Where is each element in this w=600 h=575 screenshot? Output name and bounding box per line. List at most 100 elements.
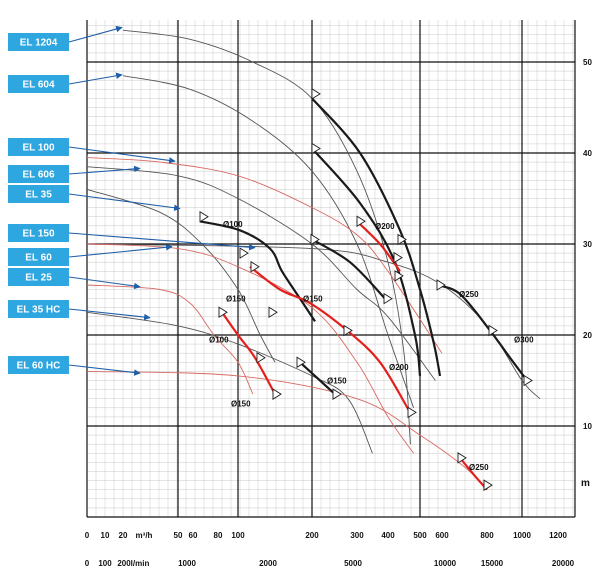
diameter-label: Ø100: [209, 336, 229, 345]
pump-label-text: EL 150: [22, 229, 54, 240]
pump-label-arrow: [68, 193, 181, 212]
operating-range-segment: [199, 220, 316, 323]
diameter-label: Ø100: [223, 220, 243, 229]
y-axis-ticks: 10 20 30 40 50 m: [581, 58, 592, 489]
diameter-labels: Ø100 Ø150 Ø150 Ø200 Ø250 Ø300 Ø100 Ø150 Ø150 Ø200…: [209, 220, 534, 472]
curve-marker-triangle: [488, 324, 498, 337]
y-unit-label: m: [581, 478, 590, 489]
curve-el-604: [122, 75, 415, 408]
curve-marker-triangle: [256, 351, 266, 364]
pump-label-arrow: [68, 308, 151, 321]
curve-marker-triangle: [343, 324, 353, 337]
x-unit-m3h: m³/h: [136, 531, 153, 540]
operating-range-segment: [249, 265, 411, 413]
operating-range-segment: [356, 220, 401, 272]
x-tick-m3h: 500: [413, 531, 427, 540]
pump-label-box: [8, 248, 69, 266]
y-tick-label: 20: [583, 331, 592, 340]
curve-marker-triangle: [483, 479, 493, 491]
y-tick-label: 40: [583, 149, 592, 158]
operating-range-segment: [311, 97, 442, 377]
pump-label-arrow: [68, 165, 141, 175]
pump-label-arrow: [68, 146, 176, 164]
curve-marker-triangle: [296, 356, 306, 369]
diameter-label: Ø250: [469, 463, 489, 472]
y-tick-label: 10: [583, 422, 592, 431]
x-axis-ticks: 0 10 20 50 60 80 100 200 300 400 500 600 800 1000 1200…: [85, 531, 575, 568]
pump-label-box: [8, 356, 69, 374]
curve-marker-triangle: [407, 406, 417, 419]
diameter-label: Ø200: [375, 222, 395, 231]
pump-label-text: EL 35: [25, 190, 52, 201]
diameter-label: Ø300: [514, 336, 534, 345]
curve-marker-triangle: [268, 306, 278, 319]
x-tick-m3h: 10: [101, 531, 110, 540]
curve-marker-triangle: [436, 279, 446, 291]
curve-marker-triangle: [383, 292, 393, 305]
diameter-label: Ø150: [231, 399, 251, 408]
curve-marker-triangle: [332, 388, 342, 400]
pump-label-box: [8, 165, 69, 183]
y-tick-label: 50: [583, 58, 592, 67]
pump-label-box: [8, 300, 69, 318]
x-tick-lmin: 200: [117, 559, 131, 568]
curve-marker-triangle: [393, 251, 403, 264]
pump-label-text: EL 35 HC: [17, 305, 61, 316]
curve-el-60: [86, 243, 414, 454]
diameter-label: Ø150: [327, 377, 347, 386]
x-tick-m3h: 200: [305, 531, 319, 540]
plot-background: [87, 20, 575, 517]
diameter-label: Ø150: [226, 295, 246, 304]
pump-label-arrow: [68, 244, 173, 258]
curve-marker-triangle: [523, 374, 533, 387]
curve-marker-triangle: [199, 210, 209, 223]
x-tick-m3h: 1200: [549, 531, 567, 540]
x-tick-m3h: 100: [231, 531, 245, 540]
curve-el-35: [86, 188, 276, 363]
x-tick-m3h: 20: [119, 531, 128, 540]
pump-label-arrow: [68, 25, 123, 43]
curve-marker-triangle: [218, 306, 228, 319]
x-tick-m3h: 50: [174, 531, 183, 540]
x-unit-lmin: l/min: [131, 559, 150, 568]
operating-range-segment: [221, 311, 276, 395]
pump-label-text: EL 1204: [20, 38, 58, 49]
curve-markers: [199, 88, 533, 491]
x-tick-lmin: 5000: [344, 559, 362, 568]
pump-label-arrow: [68, 232, 256, 251]
x-tick-m3h: 600: [435, 531, 449, 540]
pump-label-text: EL 606: [22, 170, 54, 181]
curve-el-100: [86, 157, 443, 354]
x-tick-lmin: 2000: [259, 559, 277, 568]
curve-el-35-hc: [86, 311, 373, 454]
curve-marker-triangle: [457, 452, 467, 464]
pump-label-box: [8, 33, 69, 51]
curve-marker-triangle: [311, 142, 321, 155]
pump-label-text: EL 25: [25, 273, 52, 284]
x-tick-m3h: 0: [85, 531, 90, 540]
pump-label-box: [8, 268, 69, 286]
curve-el-60-hc: [86, 370, 488, 491]
pump-label-text: EL 604: [22, 80, 54, 91]
curve-marker-triangle: [394, 270, 404, 282]
curve-el-1204: [122, 29, 411, 445]
x-tick-lmin: 15000: [481, 559, 504, 568]
x-tick-lmin: 10000: [434, 559, 457, 568]
curve-marker-triangle: [272, 388, 282, 400]
pump-label-text: EL 100: [22, 143, 54, 154]
pump-label-text: EL 60: [25, 253, 52, 264]
diameter-label: Ø250: [459, 290, 479, 299]
pump-label-arrow: [68, 364, 141, 376]
x-tick-lmin: 100: [98, 559, 112, 568]
operating-range-segment: [299, 361, 336, 395]
pump-label-arrow: [68, 72, 123, 85]
curve-marker-triangle: [239, 247, 249, 259]
pump-label-box: [8, 224, 69, 242]
pump-label-box: [8, 138, 69, 156]
pump-labels: EL 1204 EL 604 EL 100 EL 606 EL 35 EL 150 EL 6…: [8, 25, 256, 376]
diameter-label: Ø200: [389, 363, 409, 372]
x-tick-m3h: 60: [189, 531, 198, 540]
operating-range-segment: [311, 238, 386, 300]
x-tick-m3h: 80: [214, 531, 223, 540]
